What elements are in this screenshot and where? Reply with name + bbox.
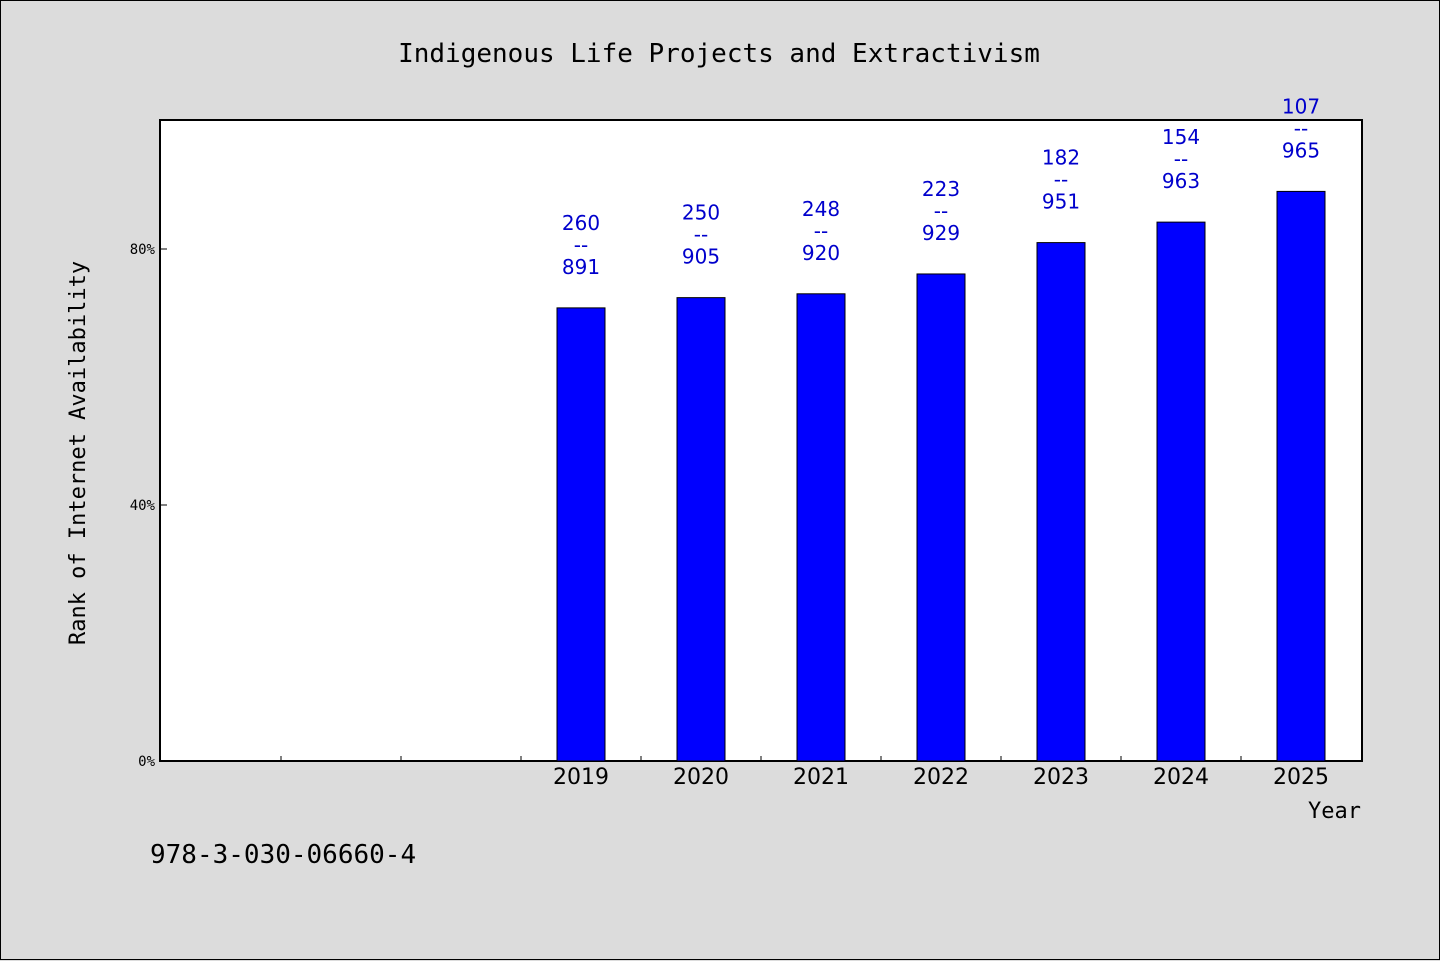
x-tick-label: 2019: [553, 765, 609, 790]
data-label-2023: 182: [1042, 146, 1080, 170]
data-label-2022: --: [934, 199, 948, 223]
data-label-2023: 951: [1042, 190, 1080, 214]
x-axis-label: Year: [1308, 799, 1361, 824]
footer-isbn: 978-3-030-06660-4: [150, 840, 416, 870]
x-tick-label: 2024: [1153, 765, 1209, 790]
data-label-2020: 250: [682, 201, 720, 225]
data-label-2019: --: [574, 233, 588, 257]
data-label-2025: 107: [1282, 94, 1320, 118]
bars-group: [556, 190, 1326, 762]
chart-title: Indigenous Life Projects and Extractivis…: [398, 39, 1040, 69]
data-label-2025: --: [1294, 116, 1308, 140]
x-tick-label: 2022: [913, 765, 969, 790]
y-tick-label: 80%: [130, 242, 156, 258]
bar-2019: [556, 307, 606, 762]
data-label-2024: --: [1174, 147, 1188, 171]
x-tick-label: 2023: [1033, 765, 1089, 790]
data-label-2020: 905: [682, 245, 720, 269]
data-label-2025: 965: [1282, 138, 1320, 162]
bar-2020: [676, 297, 726, 762]
x-axis-ticks: 2019 2020 2021 2022 2023 2024 2025: [280, 756, 1329, 790]
y-axis-ticks: 0% 40% 80%: [130, 242, 167, 770]
data-label-2021: 248: [802, 197, 840, 221]
x-tick-label: 2021: [793, 765, 849, 790]
y-tick-label: 40%: [130, 498, 156, 514]
bar-2022: [916, 273, 966, 762]
data-label-2024: 963: [1162, 169, 1200, 193]
y-tick-label: 0%: [138, 754, 155, 770]
data-label-2019: 260: [562, 211, 600, 235]
data-label-2020: --: [694, 223, 708, 247]
data-labels-group: 260--891250--905248--920223--929182--951…: [562, 94, 1320, 278]
data-label-2022: 929: [922, 221, 960, 245]
x-tick-label: 2020: [673, 765, 729, 790]
data-label-2024: 154: [1162, 125, 1200, 149]
data-label-2022: 223: [922, 177, 960, 201]
bar-2024: [1156, 221, 1206, 762]
data-label-2019: 891: [562, 255, 600, 279]
data-label-2021: --: [814, 219, 828, 243]
y-axis-label: Rank of Internet Availability: [66, 261, 91, 645]
data-label-2023: --: [1054, 168, 1068, 192]
x-tick-label: 2025: [1273, 765, 1329, 790]
bar-2025: [1276, 190, 1326, 762]
bar-2023: [1036, 242, 1086, 762]
bar-2021: [796, 293, 846, 762]
data-label-2021: 920: [802, 241, 840, 265]
